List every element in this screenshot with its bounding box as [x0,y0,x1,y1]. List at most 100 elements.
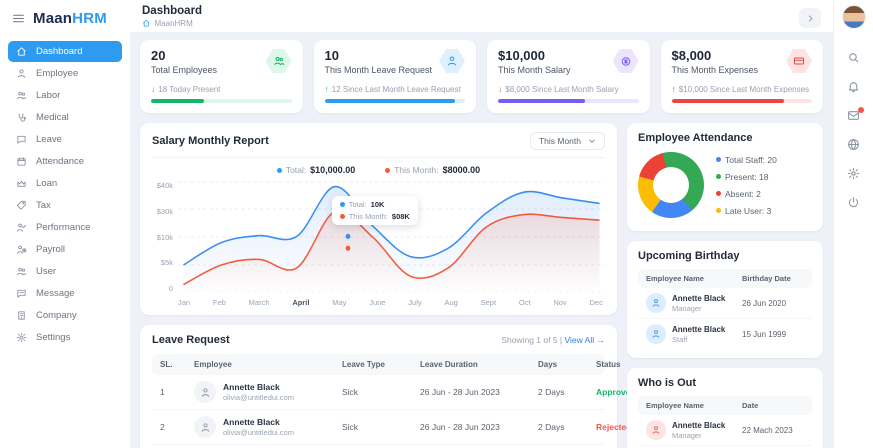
progress-track [671,99,812,103]
stat-value: $10,000 [498,48,545,63]
arrow-down-icon: ↓ [498,84,503,94]
person-icon [16,68,27,79]
attendance-title: Employee Attendance [638,132,753,144]
payroll-icon [16,244,27,255]
stat-card-total-employees: 20 Total Employees ↓ 18 Today Present [140,40,303,113]
unread-badge [858,107,864,113]
legend-this-month: This Month: $8000.00 [385,165,480,175]
sidebar-item-loan[interactable]: Loan [8,173,122,194]
search-icon[interactable] [847,43,860,72]
progress-fill [671,99,784,103]
sidebar-nav: Dashboard Employee Labor Medical Leave A… [0,39,130,350]
x-axis-labels: Jan Feb March April May June July Aug Se… [178,298,603,307]
gear-icon [16,332,27,343]
stat-trend: ↑ 12 Since Last Month Leave Request [324,84,461,94]
status-badge: Rejected [596,422,632,432]
right-icon-rail [833,0,873,448]
sidebar-item-performance[interactable]: Performance [8,217,122,238]
home-breadcrumb-icon [142,19,151,28]
sidebar-item-attendance[interactable]: Attendance [8,151,122,172]
stat-card-leave-request: 10 This Month Leave Request ↑ 12 Since La… [313,40,476,113]
home-icon [16,46,27,57]
range-dropdown[interactable]: This Month [529,132,605,150]
money-bag-icon [612,49,639,73]
sidebar-item-settings[interactable]: Settings [8,327,122,348]
sidebar-item-payroll[interactable]: Payroll [8,239,122,260]
sidebar-item-leave[interactable]: Leave [8,129,122,150]
view-all-link[interactable]: View All → [564,335,605,345]
chart-title: Salary Monthly Report [152,135,269,147]
progress-track [324,99,465,103]
sidebar-item-dashboard[interactable]: Dashboard [8,41,122,62]
progress-fill [498,99,586,103]
sidebar-item-user[interactable]: User [8,261,122,282]
showing-count: Showing 1 of 5 | [501,335,563,345]
sidebar-item-tax[interactable]: Tax [8,195,122,216]
building-icon [16,310,27,321]
stat-trend: ↓ 18 Today Present [151,84,221,94]
mail-icon[interactable] [847,101,864,130]
logout-power-icon[interactable] [847,188,860,217]
table-row[interactable]: 1 Annette Black olivia@untitledui.com Sic… [152,375,636,410]
stat-card-salary: $10,000 This Month Salary ↓ $8,000 Since … [487,40,650,113]
sidebar-item-medical[interactable]: Medical [8,107,122,128]
table-row[interactable]: 2 Annette Black olivia@untitledui.com Sic… [152,410,631,445]
who-out-table-header: Employee Name Date [638,396,812,415]
arrow-down-icon: ↓ [151,84,156,94]
attendance-donut-chart[interactable] [638,152,704,218]
arrow-up-icon: ↑ [671,84,676,94]
employees-group-icon [265,49,292,73]
progress-track [151,99,292,103]
app-logo[interactable]: MaanHRM [33,10,107,27]
sidebar-item-message[interactable]: Message [8,283,122,304]
status-badge: Approved [596,387,636,397]
settings-gear-icon[interactable] [847,159,860,188]
stat-label: This Month Expenses [671,65,759,75]
tag-icon [16,200,27,211]
leave-request-title: Leave Request [152,334,230,346]
progress-fill [324,99,456,103]
calendar-icon [16,156,27,167]
wallet-icon [786,49,812,73]
sidebar-item-labor[interactable]: Labor [8,85,122,106]
person-check-icon [439,49,465,73]
birthday-title: Upcoming Birthday [638,250,740,262]
notifications-bell-icon[interactable] [847,72,860,101]
crown-icon [16,178,27,189]
sidebar-item-employee[interactable]: Employee [8,63,122,84]
employee-avatar-icon [194,381,216,403]
page-title: Dashboard [142,5,203,17]
chevron-down-icon [588,137,596,145]
who-is-out-card: Who is Out Employee Name Date Annette Bl… [627,368,823,448]
stat-label: This Month Salary [498,65,571,75]
stat-trend: ↓ $8,000 Since Last Month Salary [498,84,619,94]
legend-dot-blue [716,157,721,162]
people-icon [16,90,27,101]
legend-dot-blue [276,167,282,173]
panel-toggle-button[interactable] [799,8,821,28]
stat-card-expenses: $8,000 This Month Expenses ↑ $10,000 Sinc… [660,40,823,113]
progress-track [498,99,639,103]
performance-icon [16,222,27,233]
breadcrumb[interactable]: MaanHRM [142,19,202,28]
user-avatar[interactable] [841,5,866,29]
list-item[interactable]: Annette Black Manager 26 Jun 2020 [638,288,812,319]
stat-value: 10 [324,48,339,63]
employee-avatar-icon [646,324,666,344]
chart-legend: Total: $10,000.00 This Month: $8000.00 [152,158,605,179]
leave-request-card: Leave Request Showing 1 of 5 | View All … [140,325,636,448]
list-item[interactable]: Annette Black Staff 15 Jun 1999 [638,319,812,349]
stat-value: 20 [151,48,166,63]
stat-label: This Month Leave Request [324,65,433,75]
employee-attendance-card: Employee Attendance Total Staff: 20 Pres… [627,123,823,231]
globe-icon[interactable] [847,130,860,159]
stat-value: $8,000 [671,48,712,63]
sidebar-item-company[interactable]: Company [8,305,122,326]
salary-line-chart[interactable]: $40k $30k $10k $5k 0 Total: 10K This Mont… [152,181,605,293]
message-icon [16,288,27,299]
list-item[interactable]: Annette Black Manager 22 Mach 2023 [638,415,812,446]
arrow-up-icon: ↑ [324,84,329,94]
menu-toggle-icon[interactable] [12,12,25,25]
attendance-legend: Total Staff: 20 Present: 18 Absent: 2 La… [716,155,777,216]
employee-avatar-icon [646,293,666,313]
